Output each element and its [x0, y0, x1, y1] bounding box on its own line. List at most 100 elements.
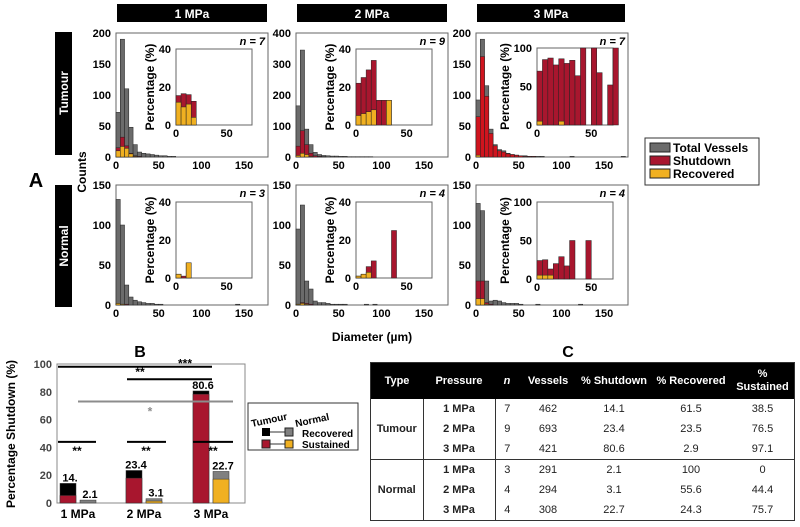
- shutdown-bar: [501, 151, 507, 158]
- main-ytick-label: 50: [459, 260, 471, 272]
- inset-shutdown-bar: [536, 70, 543, 126]
- total-vessels-bar: [124, 284, 130, 306]
- main-xtick-label: 100: [552, 160, 570, 172]
- diameter-axis-label: Diameter (µm): [332, 330, 412, 344]
- recovered-bar: [300, 303, 305, 306]
- panel-b-ytick-label: 40: [40, 442, 52, 454]
- inset-ylabel: Percentage (%): [498, 43, 512, 130]
- main-xtick-label: 100: [372, 308, 390, 320]
- main-ytick-label: 150: [273, 180, 291, 192]
- recovered-bar: [124, 148, 130, 158]
- main-ytick-label: 0: [105, 300, 111, 312]
- normal-sustained-bar: [145, 500, 163, 504]
- total-vessels-bar: [492, 299, 498, 306]
- table-cell-recovered: 100: [651, 459, 731, 480]
- panel-b-ylabel: Percentage Shutdown (%): [4, 360, 18, 508]
- inset-xtick-label: 50: [585, 282, 597, 294]
- inset-shutdown-bar: [558, 256, 565, 280]
- panel-b-ytick-label: 20: [40, 470, 52, 482]
- data-label: 23.4: [125, 459, 147, 471]
- main-xtick-label: 100: [552, 308, 570, 320]
- inset-shutdown-bar: [376, 100, 382, 126]
- inset-shutdown-bar: [563, 265, 570, 280]
- main-xtick-label: 150: [595, 308, 613, 320]
- inset-shutdown-bar: [381, 100, 387, 126]
- main-xtick-label: 150: [235, 308, 253, 320]
- recovered-bar: [120, 303, 125, 306]
- total-vessels-bar: [321, 302, 327, 306]
- shutdown-bar: [475, 116, 481, 158]
- total-vessels-bar: [120, 224, 125, 306]
- shutdown-bar: [312, 155, 318, 158]
- main-xtick-label: 100: [192, 160, 210, 172]
- main-ytick-label: 0: [105, 152, 111, 164]
- table-row: 2 MPa 9 693 23.4 23.5 76.5: [371, 419, 795, 439]
- table-cell-shutdown: 23.4: [603, 423, 625, 435]
- inset-shutdown-bar: [370, 260, 377, 279]
- significance-label: **: [141, 444, 151, 458]
- total-vessels-bar: [154, 303, 159, 306]
- inset-recovered-bar: [185, 103, 192, 126]
- total-vessels-bar: [141, 153, 147, 158]
- inset-ytick-label: 100: [514, 43, 532, 55]
- inset-recovered-bar: [542, 274, 549, 280]
- significance-label: ***: [178, 356, 192, 370]
- total-vessels-bar: [166, 156, 172, 158]
- table-cell-pressure: 1 MPa: [423, 459, 496, 480]
- table-cell-sustained: 0: [731, 459, 795, 480]
- panel-b-chart: 0 20 40 60 80 100 1 MPa 2 MPa 3 MPa 14. 23.4 80.6 2.…: [34, 356, 246, 521]
- inset-percentage-chart: 0 20 40 0 50 Percentage (%): [323, 197, 433, 293]
- total-vessels-bar: [338, 303, 344, 306]
- legend-panel-a: Total Vessels Shutdown Recovered: [644, 137, 760, 186]
- main-ytick-label: 50: [459, 121, 471, 133]
- total-vessels-bar: [372, 303, 378, 306]
- table-cell-recovered: 61.5: [680, 403, 702, 415]
- total-vessels-bar: [518, 303, 524, 306]
- legend-recovered-label: Recovered: [673, 167, 734, 181]
- recovered-bar: [304, 154, 310, 158]
- total-vessels-bar: [308, 288, 314, 306]
- total-vessels-bar: [329, 303, 335, 306]
- n-label: n = 3: [240, 188, 265, 200]
- inset-ytick-label: 20: [159, 82, 171, 94]
- table-cell-vessels: 308: [538, 504, 558, 516]
- table-cell-sustained: 76.5: [751, 423, 774, 435]
- data-label: 14.: [62, 472, 77, 484]
- total-vessels-bar: [149, 303, 155, 306]
- inset-xtick-label: 0: [534, 128, 540, 140]
- shutdown-bar: [308, 303, 314, 306]
- inset-recovered-bar: [370, 109, 377, 126]
- main-ytick-label: 400: [273, 28, 291, 40]
- inset-xtick-label: 0: [353, 281, 359, 293]
- inset-shutdown-bar: [391, 230, 397, 279]
- inset-ylabel: Percentage (%): [323, 197, 337, 284]
- tumour-sustained-bar: [59, 495, 77, 504]
- panel-b-xtick-label: 1 MPa: [61, 507, 96, 521]
- main-ytick-label: 0: [285, 152, 291, 164]
- inset-ytick-label: 0: [345, 120, 351, 132]
- main-xtick-label: 0: [473, 160, 479, 172]
- inset-shutdown-bar: [596, 72, 603, 126]
- legend-recovered-label: Recovered: [302, 429, 353, 440]
- data-label: 3.1: [148, 488, 163, 500]
- total-vessels-bar: [329, 155, 335, 158]
- inset-ylabel: Percentage (%): [143, 44, 157, 131]
- total-vessels-bar: [338, 156, 344, 158]
- table-cell-n: 4: [504, 484, 511, 496]
- table-row: Normal 1 MPa 3 291 2.1 100 0: [370, 459, 795, 521]
- main-ytick-label: 100: [93, 220, 111, 232]
- total-vessels-bar: [509, 303, 515, 306]
- panel-b-xtick-label: 3 MPa: [194, 507, 229, 521]
- inset-xtick-label: 50: [401, 128, 413, 140]
- inset-xtick-label: 50: [585, 128, 597, 140]
- table-cell-vessels: 462: [538, 403, 558, 415]
- total-vessels-bar: [235, 303, 241, 306]
- main-ytick-label: 0: [465, 152, 471, 164]
- inset-recovered-bar: [355, 275, 362, 279]
- n-label: n = 4: [420, 188, 445, 200]
- total-vessels-bar: [132, 299, 138, 306]
- main-xtick-label: 50: [153, 160, 165, 172]
- histogram-normal-2mpa: 0 50 100 150 0 50 100 150 n = 4 0 20 40 0 50 Percentag…: [273, 180, 449, 320]
- main-xtick-label: 50: [513, 160, 525, 172]
